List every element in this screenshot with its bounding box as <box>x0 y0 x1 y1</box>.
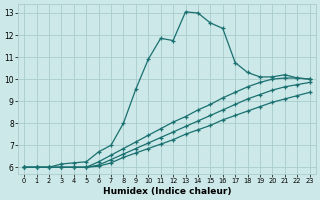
X-axis label: Humidex (Indice chaleur): Humidex (Indice chaleur) <box>103 187 231 196</box>
